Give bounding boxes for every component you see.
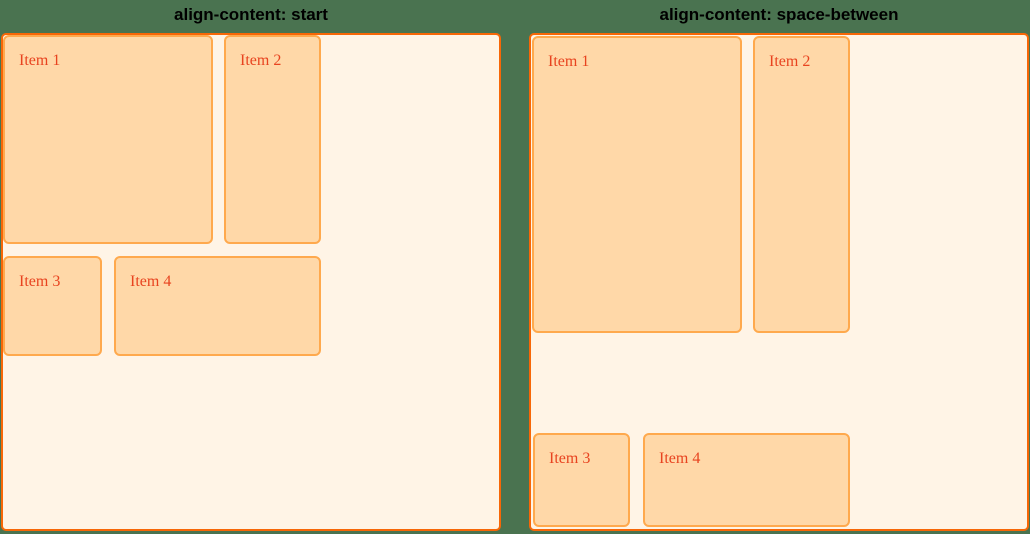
flex-item-1: Item 1: [532, 36, 742, 333]
flex-item-label: Item 1: [19, 52, 61, 69]
panel-align-content-start: align-content: start Item 1 Item 2 Item …: [1, 0, 501, 531]
flex-item-label: Item 2: [240, 52, 282, 69]
flex-item-label: Item 1: [548, 53, 590, 70]
flex-item-2: Item 2: [224, 35, 321, 244]
flex-item-label: Item 2: [769, 53, 811, 70]
panel-title: align-content: start: [174, 5, 328, 24]
flex-item-2: Item 2: [753, 36, 850, 333]
flex-item-label: Item 4: [130, 273, 172, 290]
flex-item-label: Item 3: [19, 273, 61, 290]
flex-item-4: Item 4: [643, 433, 850, 527]
panel-title: align-content: space-between: [659, 5, 899, 24]
flex-item-label: Item 3: [549, 450, 591, 467]
flex-item-3: Item 3: [533, 433, 630, 527]
flex-container-start: Item 1 Item 2 Item 3 Item 4: [1, 33, 501, 531]
panel-align-content-space-between: align-content: space-between Item 1 Item…: [529, 0, 1029, 531]
flex-item-4: Item 4: [114, 256, 321, 356]
flex-item-label: Item 4: [659, 450, 701, 467]
flex-item-3: Item 3: [3, 256, 102, 356]
flex-container-space-between: Item 1 Item 2 Item 3 Item 4: [529, 33, 1029, 531]
flex-item-1: Item 1: [3, 35, 213, 244]
